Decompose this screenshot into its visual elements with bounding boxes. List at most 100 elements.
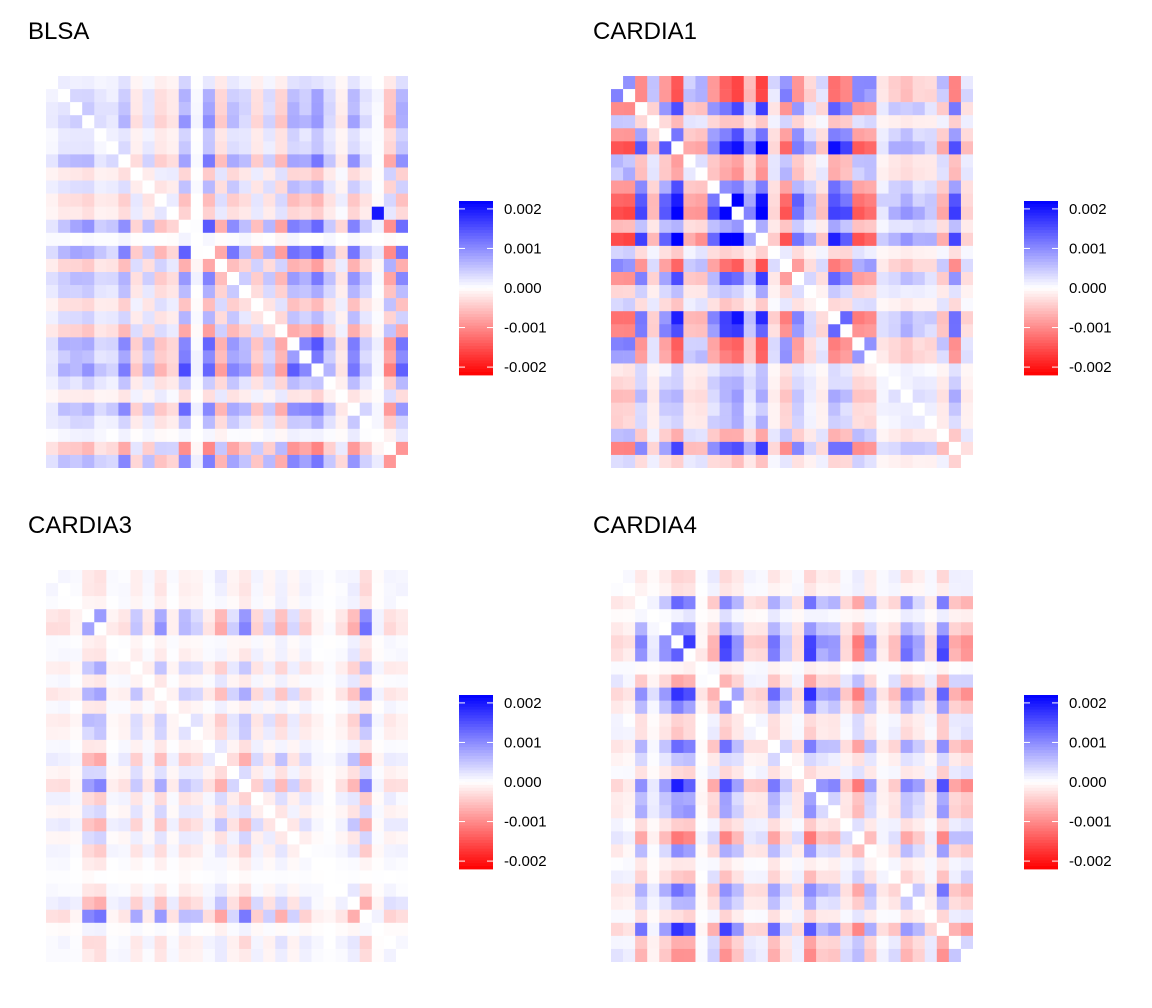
heatmap-cell <box>359 180 373 194</box>
heatmap-cell <box>166 258 180 273</box>
heatmap-cell <box>924 766 938 780</box>
heatmap-cell <box>731 89 745 103</box>
heatmap-cell <box>395 219 408 234</box>
heatmap-cell <box>130 739 143 754</box>
heatmap-cell <box>190 454 204 468</box>
heatmap-cell <box>106 779 119 793</box>
heatmap-cell <box>323 102 336 116</box>
heatmap-cell <box>227 674 240 688</box>
heatmap-cell <box>683 115 696 129</box>
heatmap-cell <box>635 831 648 845</box>
heatmap-cell <box>731 154 745 168</box>
heatmap-cell <box>359 350 373 364</box>
heatmap-cell <box>335 844 348 858</box>
heatmap-cell <box>154 896 167 911</box>
heatmap-cell <box>82 909 95 924</box>
heatmap-cell <box>371 739 385 754</box>
heatmap-cell <box>792 102 805 116</box>
heatmap-cell <box>154 337 167 351</box>
heatmap-cell <box>299 739 312 754</box>
heatmap-cell <box>840 609 853 623</box>
heatmap-cell <box>275 454 288 468</box>
heatmap-cell <box>106 128 119 142</box>
colorbar-slice <box>459 346 493 350</box>
heatmap-cell <box>900 831 913 845</box>
heatmap-cell <box>623 713 636 728</box>
colorbar-slice <box>1024 218 1058 222</box>
heatmap-cell <box>383 219 397 234</box>
heatmap-cell <box>816 324 829 338</box>
heatmap-cell <box>792 258 805 273</box>
heatmap-cell <box>767 622 781 636</box>
heatmap-cell <box>611 154 624 168</box>
heatmap-cell <box>287 948 300 962</box>
heatmap-cell <box>82 779 95 793</box>
heatmap-cell <box>864 844 877 858</box>
heatmap-cell <box>94 115 107 129</box>
heatmap-cell <box>359 713 373 728</box>
heatmap-cell <box>239 948 252 962</box>
heatmap-cell <box>755 402 769 417</box>
heatmap-cell <box>383 454 397 468</box>
colorbar-slice <box>459 700 493 705</box>
heatmap-cell <box>299 622 312 636</box>
heatmap-cell <box>840 415 853 430</box>
heatmap-cell <box>852 76 865 90</box>
heatmap-cell <box>659 583 672 597</box>
heatmap-cell <box>659 700 672 715</box>
heatmap-cell <box>695 739 708 754</box>
colorbar-slice <box>1024 851 1058 855</box>
heatmap-cell <box>840 258 853 273</box>
heatmap-cell <box>852 596 865 610</box>
heatmap-cell <box>227 805 240 819</box>
heatmap-cell <box>142 389 155 403</box>
heatmap-cell <box>767 805 781 819</box>
colorbar-slice <box>459 238 493 242</box>
heatmap-cell <box>251 896 264 911</box>
heatmap-cell <box>960 115 973 129</box>
heatmap-cell <box>178 115 192 129</box>
heatmap-cell <box>58 415 71 430</box>
heatmap-cell <box>755 792 769 806</box>
colorbar-slice <box>459 770 493 774</box>
heatmap-cell <box>359 752 373 767</box>
heatmap-cell <box>239 844 252 858</box>
heatmap-cell <box>130 805 143 819</box>
colorbar-tick-label: 0.002 <box>504 695 542 712</box>
colorbar-slice <box>459 331 493 335</box>
heatmap-cell <box>371 661 385 675</box>
heatmap-cell <box>948 583 962 597</box>
heatmap-cell <box>960 609 973 623</box>
heatmap-cell <box>395 141 408 155</box>
heatmap-cell <box>876 700 889 715</box>
heatmap-cell <box>948 402 962 417</box>
heatmap-cell <box>239 609 252 623</box>
heatmap-cell <box>695 311 708 325</box>
heatmap-cell <box>647 167 660 181</box>
heatmap-cell <box>323 739 336 754</box>
heatmap-cell <box>299 792 312 806</box>
heatmap-cell <box>840 154 853 168</box>
heatmap-cell <box>154 674 167 688</box>
heatmap-cell <box>623 766 636 780</box>
heatmap-cell <box>202 298 216 312</box>
heatmap-cell <box>707 870 720 884</box>
heatmap-cell <box>755 922 769 937</box>
heatmap-cell <box>876 739 889 754</box>
heatmap-cell <box>936 324 950 338</box>
heatmap-cell <box>623 154 636 168</box>
heatmap-cell <box>227 609 240 623</box>
heatmap-cell <box>118 128 131 142</box>
heatmap-cell <box>347 154 361 168</box>
heatmap-cell <box>852 232 865 247</box>
heatmap-cell <box>142 883 155 897</box>
heatmap-cell <box>743 428 757 443</box>
heatmap-cell <box>852 609 865 623</box>
heatmap-cell <box>864 596 877 610</box>
heatmap-cell <box>816 337 829 351</box>
heatmap-cell <box>840 700 853 715</box>
heatmap-cell <box>960 285 973 299</box>
heatmap-cell <box>647 739 660 754</box>
heatmap-cell <box>623 635 636 649</box>
heatmap-cell <box>118 622 131 636</box>
